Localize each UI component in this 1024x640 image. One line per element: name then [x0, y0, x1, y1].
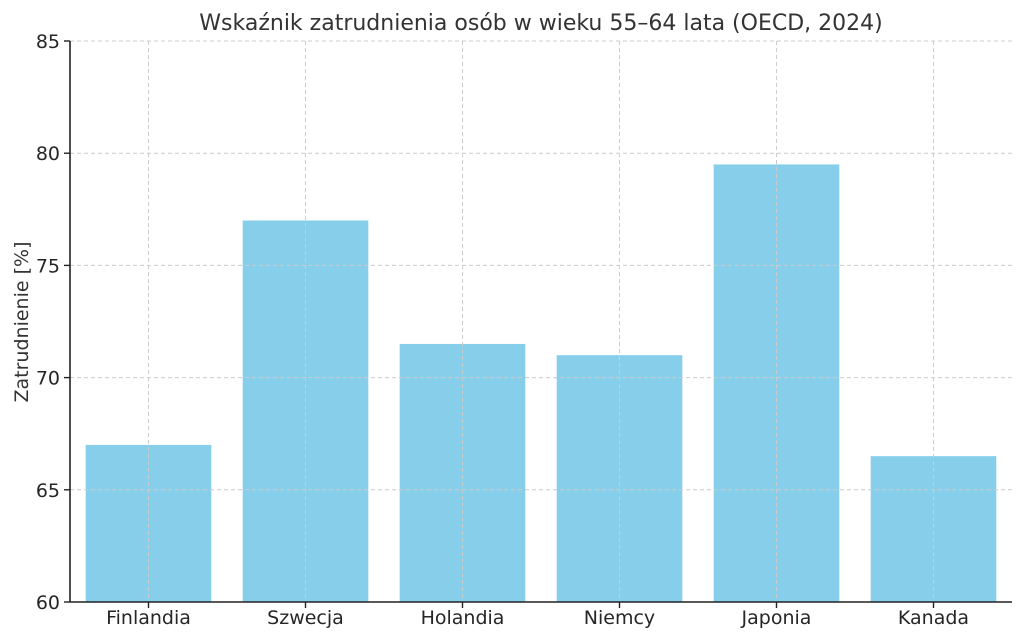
y-tick-label: 60 — [36, 592, 60, 614]
x-tick-label: Szwecja — [267, 607, 344, 629]
y-tick-label: 80 — [36, 143, 60, 165]
x-tick-label: Japonia — [741, 607, 812, 629]
y-ticks: 60 65 70 75 80 85 — [36, 31, 70, 614]
chart-title: Wskaźnik zatrudnienia osób w wieku 55–64… — [199, 11, 882, 36]
y-tick-label: 70 — [36, 368, 60, 390]
bar-szwecja — [242, 220, 369, 602]
x-ticks: Finlandia Szwecja Holandia Niemcy Japonia Kan… — [106, 602, 969, 629]
y-tick-label: 65 — [36, 480, 60, 502]
x-tick-label: Holandia — [421, 607, 505, 629]
y-axis-label: Zatrudnienie [%] — [11, 242, 33, 403]
axes — [69, 41, 1012, 603]
y-tick-label: 75 — [36, 255, 60, 277]
bar-holandia — [399, 343, 526, 602]
y-tick-label: 85 — [36, 31, 60, 53]
x-tick-label: Niemcy — [584, 607, 655, 629]
bars — [85, 164, 997, 603]
x-tick-label: Finlandia — [106, 607, 191, 629]
x-tick-label: Kanada — [898, 607, 969, 629]
bar-kanada — [870, 456, 997, 602]
